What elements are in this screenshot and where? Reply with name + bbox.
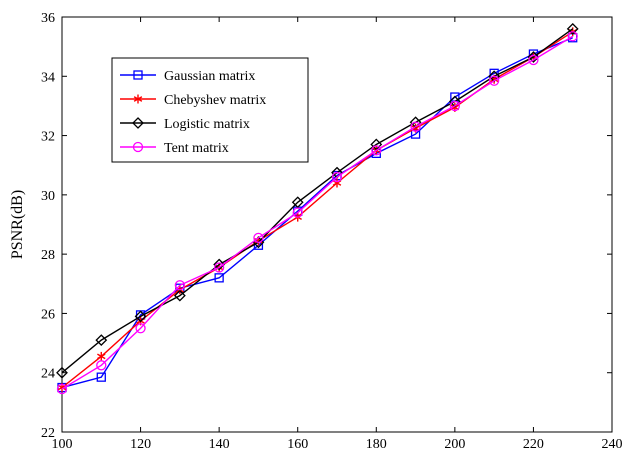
data-point-circle (488, 75, 500, 86)
data-point-circle (132, 141, 144, 153)
x-tick-label: 100 (52, 437, 73, 452)
star-stroke (489, 76, 499, 83)
series-logistic-matrix (56, 22, 579, 379)
star-stroke (97, 353, 106, 360)
data-point-diamond (134, 310, 147, 323)
data-point-square (133, 70, 143, 80)
data-point-diamond (173, 289, 186, 302)
y-tick-label: 34 (41, 70, 55, 85)
data-point-circle (331, 171, 343, 183)
y-tick-label: 26 (41, 307, 55, 322)
data-point-circle (213, 262, 225, 273)
x-tick-label: 240 (602, 437, 623, 452)
series-group (56, 22, 579, 395)
legend-label: Gaussian matrix (164, 69, 255, 84)
data-point-circle (135, 323, 146, 334)
legend-label: Tent matrix (164, 141, 229, 156)
legend-item: Chebyshev matrix (120, 93, 266, 108)
legend-label: Logistic matrix (164, 117, 250, 132)
data-point-circle (174, 280, 186, 291)
x-tick-label: 160 (287, 437, 308, 452)
data-point-square (96, 372, 106, 382)
data-point-circle (528, 54, 539, 66)
legend: Gaussian matrix Chebyshev matrix Logistic … (111, 57, 309, 163)
y-tick-label: 24 (41, 367, 55, 382)
data-point-diamond (291, 196, 304, 209)
y-tick-label: 32 (41, 130, 55, 145)
legend-item: Tent matrix (120, 141, 229, 156)
y-tick-label: 30 (41, 189, 55, 204)
data-point-diamond (370, 138, 383, 151)
data-point-diamond (132, 117, 144, 129)
data-point-diamond (56, 366, 68, 379)
data-point-star (97, 351, 106, 361)
star-stroke (411, 125, 420, 132)
series-line (61, 28, 574, 374)
x-tick-label: 200 (444, 437, 465, 452)
data-point-diamond (95, 334, 108, 347)
data-point-circle (96, 360, 107, 371)
x-tick-label: 140 (209, 437, 230, 452)
data-point-star (133, 94, 143, 104)
star-stroke (450, 104, 460, 111)
data-point-circle (449, 100, 461, 112)
axes: 100 120 140 160 180 200 220 240 22 24 26 28 30 32 34 36 (41, 11, 623, 452)
x-tick-label: 180 (366, 437, 387, 452)
legend-label: Chebyshev matrix (164, 93, 266, 108)
data-point-square (214, 273, 224, 283)
legend-item: Gaussian matrix (120, 69, 255, 84)
x-tick-label: 220 (523, 437, 544, 452)
data-point-circle (56, 383, 68, 395)
series-line (61, 35, 574, 390)
legend-item: Logistic matrix (120, 117, 250, 132)
data-point-diamond (213, 258, 226, 271)
data-point-diamond (527, 51, 540, 63)
data-point-circle (371, 145, 382, 156)
series-line (61, 37, 573, 389)
data-point-diamond (566, 22, 579, 35)
y-axis-label: PSNR(dB) (9, 190, 26, 259)
y-tick-label: 28 (41, 248, 55, 263)
y-tick-label: 36 (41, 11, 55, 26)
data-point-circle (253, 232, 264, 243)
series-tent-matrix (56, 31, 578, 395)
x-tick-label: 120 (130, 437, 151, 452)
series-line (61, 31, 574, 389)
star-stroke (133, 96, 143, 102)
data-point-circle (567, 31, 578, 42)
data-point-circle (292, 207, 303, 218)
data-point-circle (410, 121, 421, 132)
y-tick-label: 22 (41, 426, 55, 441)
star-stroke (57, 384, 67, 391)
